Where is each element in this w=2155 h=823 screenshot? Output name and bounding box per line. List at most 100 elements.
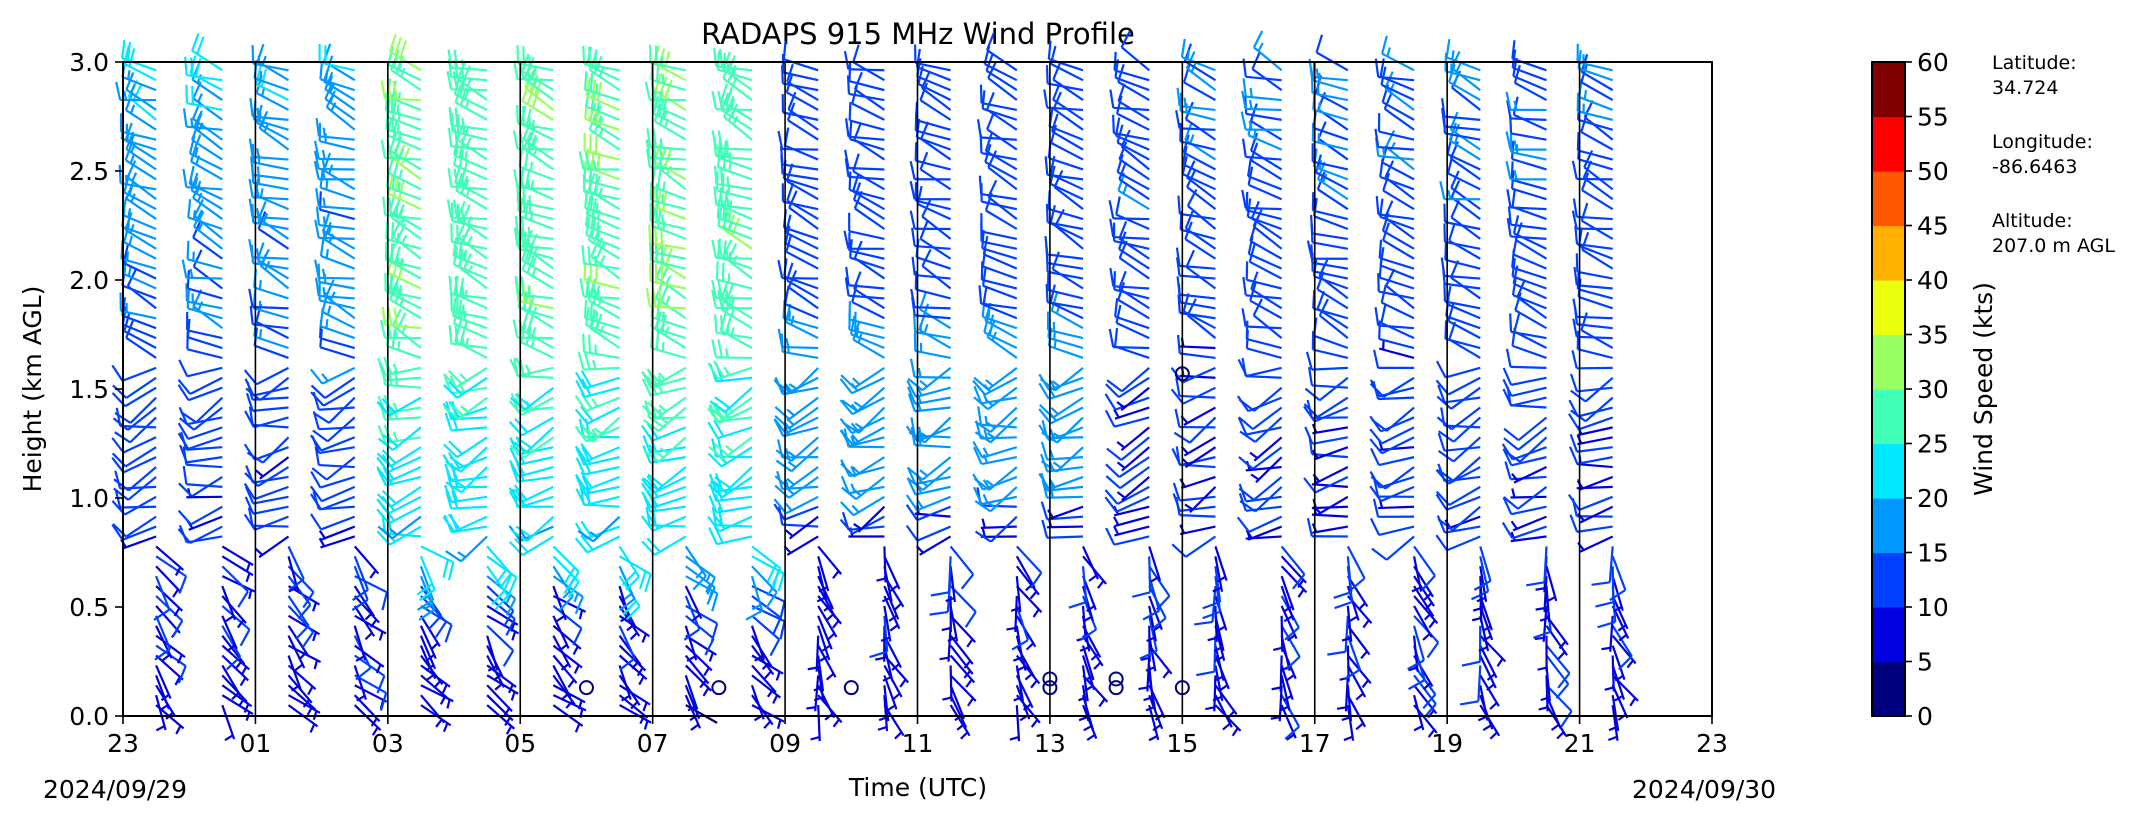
wind-barb — [684, 674, 699, 712]
wind-barb — [1280, 665, 1294, 702]
wind-barb — [221, 575, 256, 600]
wind-barb — [1040, 446, 1084, 473]
wind-barb — [1569, 434, 1613, 453]
wind-barb — [1012, 625, 1024, 662]
wind-barb — [751, 704, 785, 729]
wind-barb — [1435, 493, 1481, 511]
wind-barb — [444, 446, 488, 473]
wind-barb — [807, 635, 820, 672]
wind-barb — [641, 535, 687, 556]
wind-barb — [1106, 367, 1150, 393]
wind-barb — [1040, 501, 1084, 521]
wind-barb — [177, 432, 223, 450]
colorbar-segment — [1872, 607, 1905, 663]
wind-barb — [817, 595, 842, 629]
wind-barb — [387, 175, 422, 211]
wind-barb — [115, 81, 157, 102]
wind-barb — [709, 466, 753, 493]
wind-barb — [574, 405, 621, 425]
colorbar-tick-label: 55 — [1917, 103, 1949, 132]
wind-barb — [287, 635, 306, 672]
colorbar-segment — [1872, 171, 1905, 227]
wind-barb — [1241, 90, 1282, 112]
wind-barb — [980, 213, 1018, 240]
wind-barb — [751, 545, 782, 586]
wind-barb — [1279, 675, 1291, 712]
wind-barb — [1479, 674, 1500, 710]
wind-barb — [310, 470, 356, 489]
wind-barb — [1118, 141, 1150, 181]
wind-barb — [1148, 546, 1162, 583]
wind-barb — [1115, 196, 1150, 230]
wind-barb — [974, 486, 1018, 513]
wind-barb — [310, 386, 356, 407]
wind-barb — [974, 515, 1018, 543]
wind-barb — [1131, 556, 1152, 598]
x-axis-ticks: 23 01 03 05 07 09 11 13 15 17 19 21 23 — [107, 716, 1728, 758]
colorbar-tick-label: 35 — [1917, 321, 1949, 350]
wind-barb — [310, 376, 356, 399]
wind-barb — [715, 261, 753, 290]
wind-barb — [1305, 351, 1348, 371]
wind-barb — [353, 665, 367, 702]
wind-barb — [221, 545, 254, 573]
wind-barb — [1408, 635, 1419, 672]
wind-barb — [910, 288, 951, 310]
wind-barb — [779, 146, 819, 171]
wind-barb — [119, 292, 157, 320]
wind-barb — [221, 605, 251, 647]
chart-title: RADAPS 915 MHz Wind Profile — [701, 17, 1135, 51]
wind-barb — [244, 486, 289, 505]
wind-barb — [708, 494, 753, 514]
wind-barb — [817, 615, 833, 652]
wind-barb — [877, 695, 889, 732]
wind-barb — [1511, 466, 1547, 484]
wind-barb — [1576, 92, 1613, 121]
y-tick-label: 1.0 — [69, 484, 109, 513]
wind-barb — [1078, 665, 1089, 702]
wind-barb — [384, 241, 422, 270]
wind-barb — [154, 615, 172, 661]
wind-barb — [1280, 575, 1295, 613]
wind-barb — [1306, 518, 1348, 538]
wind-barb — [773, 495, 819, 515]
wind-barb — [711, 239, 753, 260]
wind-barb — [583, 299, 620, 330]
wind-barb — [1104, 409, 1150, 428]
wind-barb — [1581, 172, 1614, 211]
wind-barb — [287, 614, 321, 642]
wind-barb — [684, 694, 702, 731]
wind-barb — [973, 486, 1018, 506]
wind-barb — [186, 269, 223, 300]
wind-barb — [1015, 565, 1040, 600]
wind-barb — [1576, 434, 1613, 446]
wind-barb — [552, 605, 583, 646]
wind-barb — [939, 625, 952, 662]
wind-barb — [1315, 34, 1349, 72]
wind-barb — [618, 665, 632, 702]
wind-barb — [1346, 625, 1371, 660]
wind-barb — [249, 305, 289, 330]
wind-barb — [1413, 545, 1436, 591]
wind-barb — [981, 229, 1018, 260]
wind-barb — [1010, 576, 1022, 613]
wind-barb — [1609, 555, 1627, 602]
wind-barb — [577, 351, 620, 371]
wind-barb — [685, 614, 715, 656]
y-axis-label: Height (km AGL) — [18, 286, 47, 493]
wind-barb — [1336, 675, 1349, 712]
colorbar-tick-label: 0 — [1917, 702, 1933, 731]
wind-barb — [313, 140, 355, 161]
wind-barb — [1511, 40, 1547, 72]
colorbar-segment — [1872, 661, 1905, 717]
wind-barb — [1346, 664, 1367, 701]
wind-barb — [123, 45, 157, 82]
wind-barb — [1106, 436, 1150, 461]
x-tick-label: 07 — [637, 729, 669, 758]
wind-barb — [1459, 665, 1482, 706]
wind-barb — [243, 443, 289, 461]
wind-barb — [1370, 447, 1415, 467]
wind-barb — [1241, 138, 1282, 161]
wind-barb — [516, 45, 554, 72]
wind-barb — [919, 82, 952, 121]
